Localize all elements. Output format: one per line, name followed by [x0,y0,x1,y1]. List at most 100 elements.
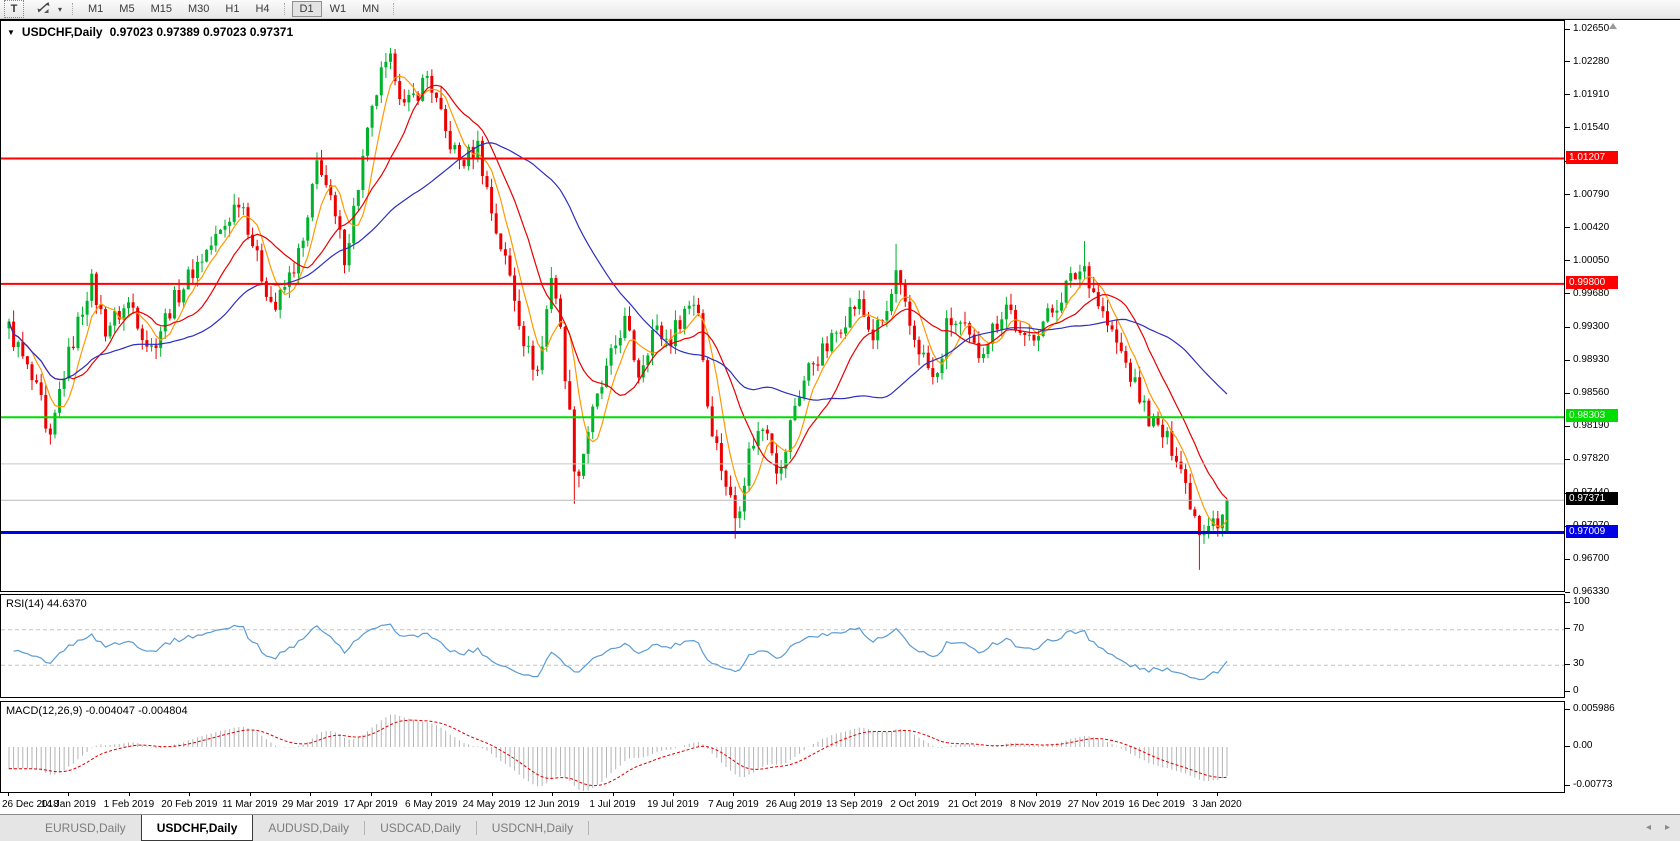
price-tick [1565,127,1570,129]
date-tick [914,793,916,796]
price-tick [1565,61,1570,63]
date-axis-label: 29 Mar 2019 [282,799,339,810]
rsi-axis-label: 0 [1573,685,1579,696]
price-tag-0.98303: 0.98303 [1566,409,1618,423]
date-tick [310,793,312,796]
chart-title: ▼ USDCHF,Daily 0.97023 0.97389 0.97023 0… [7,25,293,39]
toolbar-separator [283,3,286,15]
timeframe-button-h1[interactable]: H1 [225,3,240,15]
date-axis[interactable]: 26 Dec 2018 14 Jan 2019 1 Feb 2019 20 Feb 2… [0,793,1565,814]
timeframe-button-m30[interactable]: M30 [187,3,210,15]
rsi-panel[interactable]: RSI(14) 44.6370 [0,594,1565,698]
price-axis-label: 1.02650 [1573,23,1610,34]
chart-window: ▼ USDCHF,Daily 0.97023 0.97389 0.97023 0… [0,19,1680,814]
price-tick [1565,326,1570,328]
macd-label: MACD(12,26,9) -0.004047 -0.004804 [6,705,188,717]
toolbar-separator [393,3,395,15]
timeframe-button-d1[interactable]: D1 [291,1,322,17]
date-tick [431,793,433,796]
date-tick [552,793,554,796]
current-price-tag: 0.97371 [1566,492,1618,506]
macd-signal-line [8,719,1228,787]
date-tick [249,793,251,796]
date-axis-label: 7 Aug 2019 [708,799,759,810]
tab-usdcad[interactable]: USDCAD,Daily [380,821,461,835]
crosshair-tool-button[interactable] [32,1,54,17]
timeframe-button-w1[interactable]: W1 [329,3,347,15]
rsi-axis-label: 100 [1573,596,1590,607]
price-tag-1.01207: 1.01207 [1566,150,1618,164]
price-axis-label: 1.00420 [1573,221,1610,233]
date-axis-label: 11 Mar 2019 [222,799,278,810]
tab-usdcnh[interactable]: USDCNH,Daily [491,821,574,835]
rsi-axis-label: 70 [1573,622,1585,634]
timeframe-button-m15[interactable]: M15 [150,3,172,15]
price-axis-label: 0.99300 [1573,321,1610,333]
price-axis-label: 0.96700 [1573,553,1610,565]
date-axis-label: 16 Dec 2019 [1128,799,1185,810]
price-tick [1565,260,1570,262]
date-axis-label: 24 May 2019 [462,799,521,810]
date-axis-label: 26 Dec 2018 [2,799,59,810]
main-chart-panel[interactable]: ▼ USDCHF,Daily 0.97023 0.97389 0.97023 0… [0,20,1617,592]
price-tick [1565,359,1570,361]
macd-tick [1565,745,1570,747]
rsi-line [13,623,1228,681]
price-tick [1565,293,1570,295]
date-tick [793,793,795,796]
rsi-label: RSI(14) 44.6370 [6,598,87,610]
price-tick [1565,28,1570,30]
macd-axis-label: -0.00773 [1573,779,1613,790]
timeframe-button-h4[interactable]: H4 [255,3,270,15]
rsi-tick [1565,601,1570,603]
macd-panel[interactable]: MACD(12,26,9) -0.004047 -0.004804 [0,701,1565,793]
date-tick [189,793,191,796]
price-axis-label: 1.01910 [1573,88,1610,100]
date-axis-label: 2 Oct 2019 [890,799,940,810]
chart-menu-arrow-icon[interactable]: ▼ [7,27,15,37]
chart-shift-marker[interactable] [1609,23,1617,29]
price-tick [1565,227,1570,229]
price-tick [1565,94,1570,96]
timeframe-button-m5[interactable]: M5 [119,3,135,15]
price-axis-label: 1.00790 [1573,188,1610,200]
date-tick [128,793,130,796]
price-axis[interactable]: 1.026501.022801.019101.015401.011601.007… [1565,20,1680,814]
rsi-axis-label: 30 [1573,658,1585,670]
text-tool-button[interactable]: T [4,0,24,18]
price-axis-label: 1.01540 [1573,121,1610,133]
price-tag-0.99800: 0.99800 [1566,275,1618,289]
date-tick [1035,793,1037,796]
date-tick [672,793,674,796]
macd-histogram [8,714,1228,792]
tab-scroll-left-icon[interactable]: ◂ [1645,822,1651,833]
tab-eurusd[interactable]: EURUSD,Daily [45,821,126,835]
rsi-tick [1565,690,1570,692]
top-toolbar: T ▾ M1 M5 M15 M30 H1 H4 D1 W1 MN [0,0,1680,19]
date-axis-label: 12 Jun 2019 [524,799,580,810]
date-axis-label: 19 Jul 2019 [647,799,699,810]
macd-tick [1565,708,1570,710]
price-axis-label: 0.98560 [1573,387,1610,399]
price-tick [1565,194,1570,196]
price-axis-label: 0.97820 [1573,453,1610,465]
chart-tabs: EURUSD,Daily USDCHF,Daily AUDUSD,Daily USDC… [0,814,1680,841]
macd-axis-label: 0.005986 [1573,703,1615,715]
tab-usdchf[interactable]: USDCHF,Daily [140,815,254,841]
moving-average-6 [8,75,1228,527]
price-axis-label: 1.00050 [1573,254,1610,266]
price-axis-label: 1.02280 [1573,55,1610,67]
timeframe-buttons: M1 M5 M15 M30 H1 H4 D1 W1 MN [80,1,401,17]
price-axis-label: 0.99680 [1573,287,1610,299]
toolbar-separator [72,3,74,15]
tool-dropdown-caret[interactable]: ▾ [57,4,62,14]
date-axis-label: 14 Jan 2019 [40,799,96,810]
price-tag-0.97009: 0.97009 [1566,524,1618,538]
tab-scroll-right-icon[interactable]: ▸ [1664,822,1670,833]
timeframe-button-mn[interactable]: MN [362,3,380,15]
tab-audusd[interactable]: AUDUSD,Daily [268,821,350,835]
timeframe-button-m1[interactable]: M1 [88,3,104,15]
rsi-tick [1565,663,1570,665]
date-axis-label: 27 Nov 2019 [1067,799,1125,810]
